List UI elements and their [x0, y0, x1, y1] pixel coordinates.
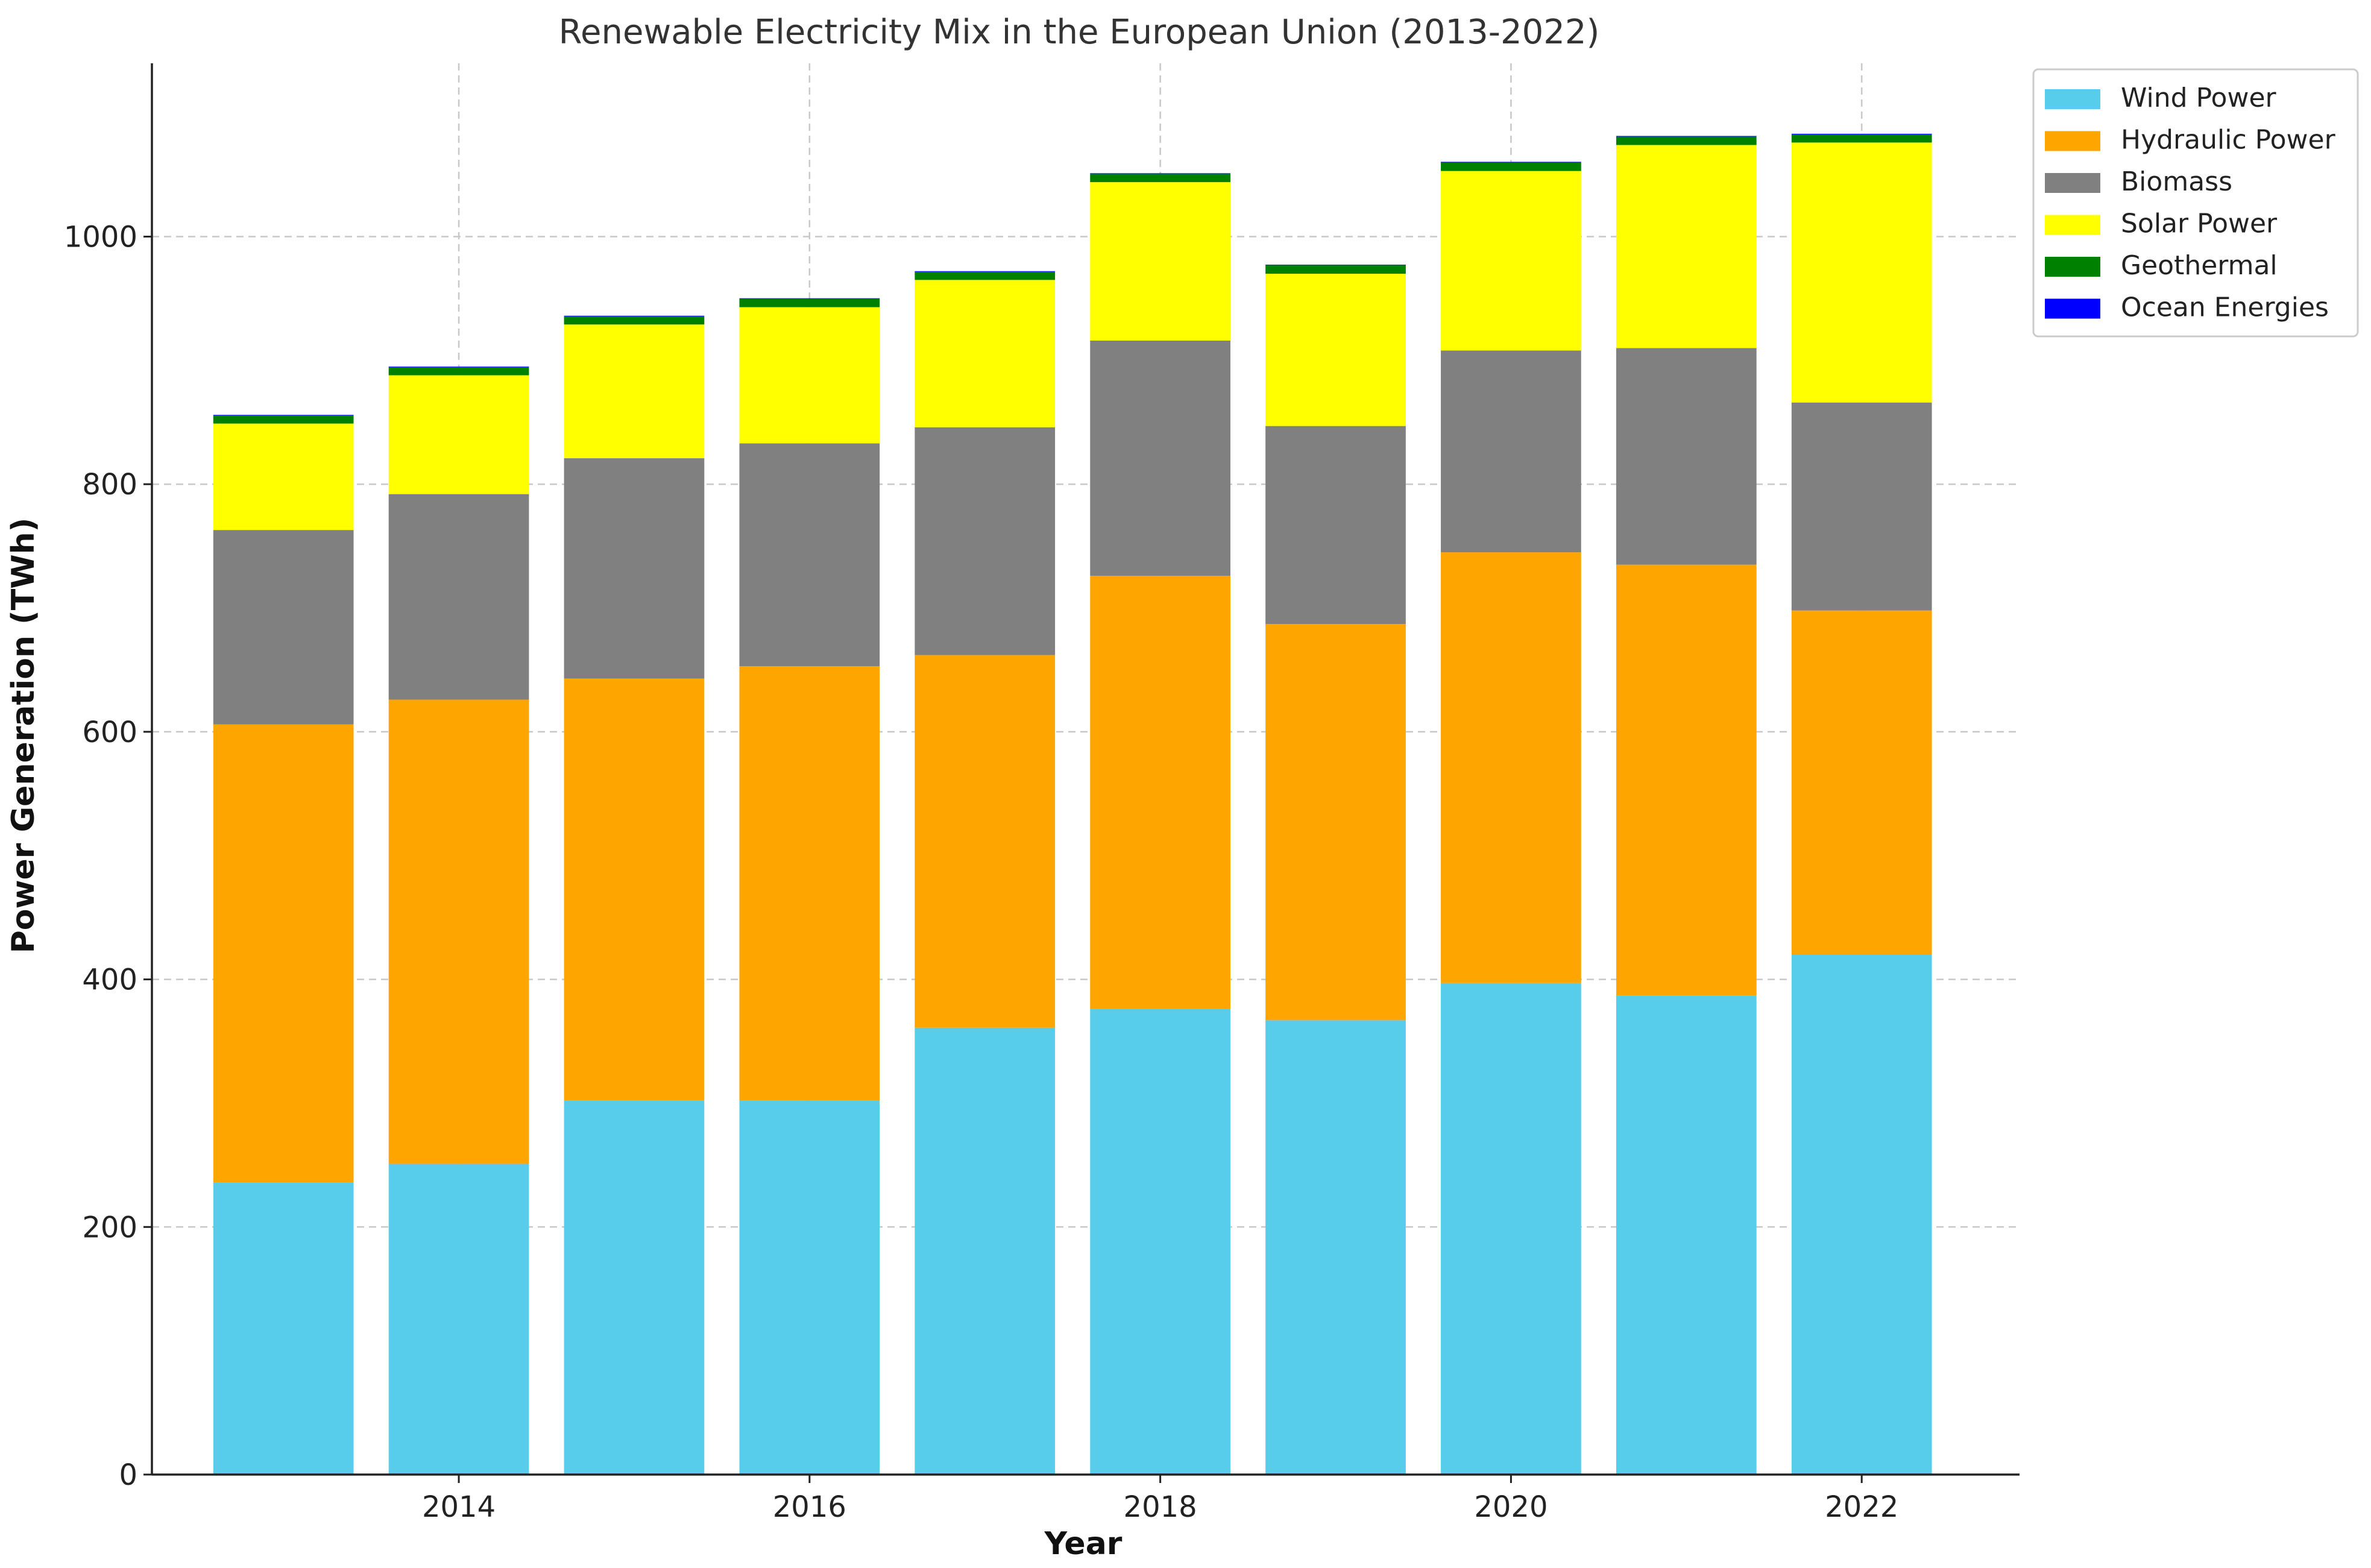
- bar-wind-power-2022: [1791, 954, 1932, 1475]
- legend-swatch-ocean-energies: [2045, 298, 2100, 319]
- bar-biomass-2014: [388, 494, 529, 700]
- bar-wind-power-2021: [1616, 995, 1757, 1475]
- legend-label: Wind Power: [2121, 83, 2277, 113]
- y-tick-label: 400: [82, 963, 137, 997]
- x-axis-label: Year: [1044, 1526, 1123, 1562]
- bar-ocean-energies-2018: [1090, 173, 1230, 174]
- legend-swatch-hydraulic-power: [2045, 131, 2100, 151]
- bar-wind-power-2015: [564, 1100, 705, 1475]
- bar-hydraulic-power-2016: [739, 666, 880, 1101]
- bar-wind-power-2020: [1441, 983, 1581, 1475]
- bar-hydraulic-power-2014: [388, 699, 529, 1164]
- bar-ocean-energies-2017: [915, 271, 1056, 272]
- bar-biomass-2021: [1616, 348, 1757, 565]
- legend: Wind Power Hydraulic Power Biomass Solar Po…: [2032, 68, 2359, 338]
- x-tick-label: 2020: [1474, 1490, 1548, 1524]
- bar-geothermal-2013: [213, 415, 354, 424]
- bar-solar-power-2014: [388, 375, 529, 494]
- legend-swatch-biomass: [2045, 173, 2100, 193]
- bar-solar-power-2015: [564, 324, 705, 459]
- y-tick-label: 0: [119, 1458, 137, 1492]
- bar-solar-power-2021: [1616, 145, 1757, 348]
- bar-wind-power-2016: [739, 1100, 880, 1475]
- bar-hydraulic-power-2018: [1090, 576, 1230, 1009]
- y-tick-label: 800: [82, 468, 137, 502]
- y-tick-label: 1000: [64, 220, 137, 254]
- bar-solar-power-2018: [1090, 182, 1230, 341]
- x-tick-label: 2018: [1124, 1490, 1197, 1524]
- bar-biomass-2015: [564, 458, 705, 679]
- bar-wind-power-2014: [388, 1163, 529, 1475]
- bar-geothermal-2016: [739, 298, 880, 307]
- legend-label: Biomass: [2121, 166, 2232, 197]
- bar-ocean-energies-2016: [739, 298, 880, 299]
- bar-ocean-energies-2021: [1616, 136, 1757, 137]
- bar-hydraulic-power-2019: [1265, 624, 1406, 1021]
- legend-label: Geothermal: [2121, 250, 2278, 281]
- bar-geothermal-2022: [1791, 134, 1932, 143]
- x-tick-label: 2014: [422, 1490, 496, 1524]
- bar-geothermal-2021: [1616, 136, 1757, 145]
- legend-label: Ocean Energies: [2121, 292, 2329, 323]
- bar-geothermal-2020: [1441, 162, 1581, 171]
- bar-biomass-2013: [213, 530, 354, 725]
- legend-swatch-geothermal: [2045, 257, 2100, 277]
- legend-label: Hydraulic Power: [2121, 125, 2336, 156]
- bar-solar-power-2016: [739, 307, 880, 444]
- bar-hydraulic-power-2021: [1616, 564, 1757, 996]
- bar-biomass-2020: [1441, 350, 1581, 553]
- bar-solar-power-2013: [213, 423, 354, 531]
- bar-biomass-2022: [1791, 402, 1932, 611]
- bar-solar-power-2020: [1441, 171, 1581, 351]
- y-tick-label: 600: [82, 716, 137, 749]
- bar-biomass-2016: [739, 443, 880, 667]
- bar-biomass-2017: [915, 427, 1056, 655]
- bar-wind-power-2013: [213, 1182, 354, 1475]
- bar-geothermal-2018: [1090, 174, 1230, 183]
- y-tick-label: 200: [82, 1211, 137, 1244]
- chart-title: Renewable Electricity Mix in the Europea…: [559, 13, 1600, 52]
- bar-solar-power-2017: [915, 280, 1056, 427]
- bar-wind-power-2018: [1090, 1009, 1230, 1475]
- bars: [213, 133, 1932, 1475]
- bar-geothermal-2015: [564, 316, 705, 325]
- legend-swatch-wind-power: [2045, 89, 2100, 109]
- bar-solar-power-2019: [1265, 274, 1406, 426]
- bar-hydraulic-power-2020: [1441, 552, 1581, 983]
- x-tick-label: 2016: [773, 1490, 846, 1524]
- y-axis-label: Power Generation (TWh): [5, 518, 42, 954]
- bar-hydraulic-power-2017: [915, 655, 1056, 1028]
- bar-geothermal-2014: [388, 367, 529, 376]
- bar-solar-power-2022: [1791, 142, 1932, 403]
- bar-hydraulic-power-2013: [213, 724, 354, 1183]
- bar-geothermal-2019: [1265, 265, 1406, 274]
- bar-hydraulic-power-2022: [1791, 610, 1932, 955]
- bar-geothermal-2017: [915, 271, 1056, 280]
- bar-wind-power-2019: [1265, 1020, 1406, 1475]
- tick-labels: 0 200 400 600 800 1000 2014 2016 2018 2020 2022: [64, 220, 1898, 1524]
- bar-wind-power-2017: [915, 1027, 1056, 1475]
- legend-label: Solar Power: [2121, 209, 2278, 239]
- axes: [143, 63, 2020, 1483]
- legend-swatch-solar-power: [2045, 215, 2100, 235]
- x-tick-label: 2022: [1825, 1490, 1898, 1524]
- bar-hydraulic-power-2015: [564, 678, 705, 1101]
- legend-frame: [2032, 68, 2359, 338]
- bar-biomass-2019: [1265, 426, 1406, 625]
- bar-biomass-2018: [1090, 340, 1230, 576]
